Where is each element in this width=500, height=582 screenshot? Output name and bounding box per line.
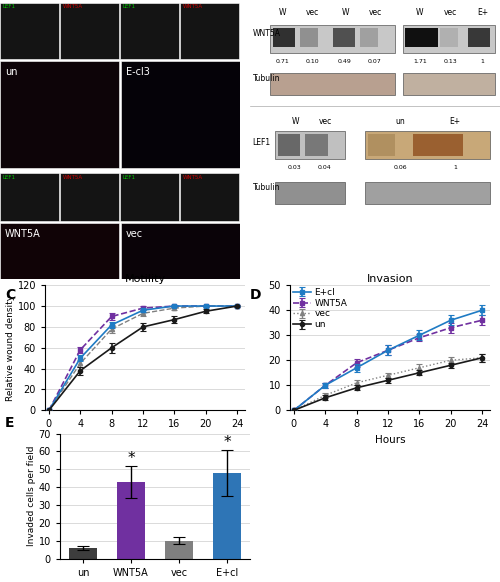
Bar [116, 482, 146, 559]
Text: WNT5A: WNT5A [182, 175, 203, 180]
Text: vec: vec [126, 229, 143, 239]
Text: E+: E+ [477, 8, 488, 17]
Bar [121, 62, 240, 168]
Bar [212, 473, 242, 559]
Text: W: W [416, 8, 424, 17]
Bar [332, 28, 355, 48]
Bar [164, 541, 194, 559]
Bar [360, 28, 378, 48]
Text: E-cl3: E-cl3 [126, 67, 150, 77]
Text: C: C [5, 288, 15, 302]
Text: 0.71: 0.71 [276, 59, 289, 63]
Text: vec: vec [318, 118, 332, 126]
Bar [365, 182, 490, 204]
Text: vec: vec [444, 8, 456, 17]
Bar [0, 62, 119, 168]
Bar [440, 28, 458, 48]
X-axis label: Hours: Hours [130, 435, 160, 445]
Bar [60, 173, 119, 221]
Text: W: W [279, 8, 286, 17]
Text: 1.71: 1.71 [413, 59, 427, 63]
Bar [180, 173, 239, 221]
Bar [402, 73, 495, 95]
Text: 0.06: 0.06 [393, 165, 407, 170]
Y-axis label: Invaded cells per field: Invaded cells per field [27, 446, 36, 546]
Bar [272, 28, 295, 48]
Text: vec: vec [368, 8, 382, 17]
Text: 0.10: 0.10 [306, 59, 320, 63]
Text: 1: 1 [480, 59, 484, 63]
Bar [180, 3, 239, 59]
Text: Tubulin: Tubulin [252, 183, 280, 191]
Bar [368, 134, 395, 157]
Bar [60, 3, 119, 59]
Bar [0, 3, 59, 59]
Text: 0.04: 0.04 [318, 165, 332, 170]
Text: LEF1: LEF1 [252, 138, 270, 147]
Text: un: un [5, 67, 18, 77]
Bar [305, 134, 328, 157]
Bar [0, 223, 119, 279]
Text: LEF1: LEF1 [122, 4, 136, 9]
Text: WNT5A: WNT5A [62, 175, 82, 180]
Title: Invasion: Invasion [366, 274, 414, 285]
Text: W: W [291, 118, 299, 126]
Text: WNT5A: WNT5A [252, 29, 280, 38]
Text: vec: vec [306, 8, 319, 17]
Bar [468, 28, 490, 48]
Text: LEF1: LEF1 [122, 175, 136, 180]
Bar [120, 3, 179, 59]
Title: Motility: Motility [124, 274, 166, 285]
Text: 0.03: 0.03 [288, 165, 302, 170]
X-axis label: Hours: Hours [374, 435, 406, 445]
Bar [120, 173, 179, 221]
Text: LEF1: LEF1 [2, 175, 16, 180]
Bar [402, 25, 495, 53]
Text: E+: E+ [450, 118, 460, 126]
Text: un: un [395, 118, 405, 126]
Bar [300, 28, 318, 48]
Bar [275, 182, 345, 204]
Text: Tubulin: Tubulin [252, 74, 280, 83]
Text: D: D [250, 288, 262, 302]
Text: 1: 1 [453, 165, 457, 170]
Bar [275, 132, 345, 159]
Bar [68, 548, 98, 559]
Bar [405, 28, 438, 48]
Text: 0.07: 0.07 [368, 59, 382, 63]
Legend: E+cl, WNT5A, vec, un: E+cl, WNT5A, vec, un [292, 288, 347, 329]
Text: WNT5A: WNT5A [62, 4, 82, 9]
Text: WNT5A: WNT5A [5, 229, 41, 239]
Text: LEF1: LEF1 [2, 4, 16, 9]
Text: 0.13: 0.13 [443, 59, 457, 63]
Bar [270, 25, 395, 53]
Text: 0.49: 0.49 [338, 59, 352, 63]
Bar [278, 134, 300, 157]
Bar [412, 134, 463, 157]
Y-axis label: Relative wound density: Relative wound density [6, 294, 15, 401]
Text: WNT5A: WNT5A [182, 4, 203, 9]
Bar [365, 132, 490, 159]
Text: W: W [341, 8, 349, 17]
Bar [0, 173, 59, 221]
Text: E: E [5, 416, 15, 430]
Text: *: * [127, 451, 135, 466]
Bar [121, 223, 240, 279]
Text: *: * [223, 435, 231, 450]
Bar [270, 73, 395, 95]
